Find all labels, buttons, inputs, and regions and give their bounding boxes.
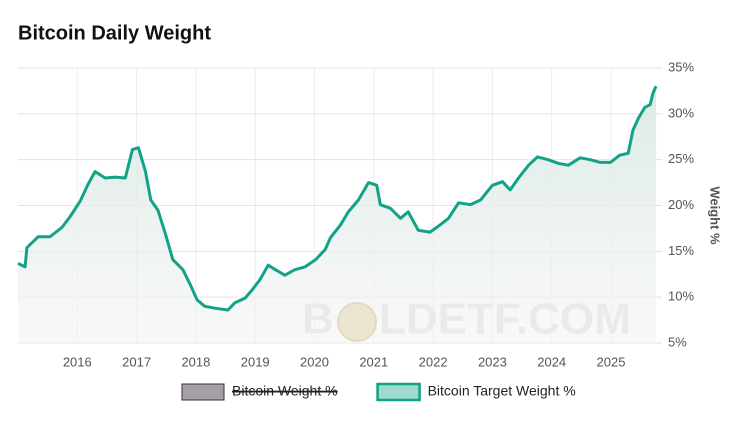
- y-tick-label: 5%: [668, 334, 687, 349]
- y-tick-label: 20%: [668, 197, 694, 212]
- x-tick-label: 2019: [241, 354, 270, 369]
- x-tick-label: 2018: [181, 354, 210, 369]
- legend-label: Bitcoin Target Weight %: [428, 383, 576, 399]
- legend-item[interactable]: Bitcoin Target Weight %: [376, 382, 576, 402]
- chart-title: Bitcoin Daily Weight: [18, 22, 211, 44]
- legend-swatch: [181, 383, 225, 401]
- x-tick-label: 2025: [597, 354, 626, 369]
- legend-label: Bitcoin Weight %: [232, 383, 338, 399]
- legend-swatch: [376, 382, 421, 402]
- x-tick-label: 2020: [300, 354, 329, 369]
- x-tick-label: 2017: [122, 354, 151, 369]
- line: [17, 85, 658, 312]
- x-tick-label: 2023: [478, 354, 507, 369]
- y-tick-label: 10%: [668, 289, 694, 304]
- x-tick-label: 2021: [359, 354, 388, 369]
- y-tick-label: 15%: [668, 243, 694, 258]
- y-tick-label: 25%: [668, 151, 694, 166]
- y-axis-label: Weight %: [708, 186, 723, 245]
- legend-item[interactable]: Bitcoin Weight %: [181, 383, 338, 401]
- x-tick-label: 2024: [537, 354, 566, 369]
- y-tick-label: 35%: [668, 59, 694, 74]
- x-tick-label: 2022: [419, 354, 448, 369]
- y-tick-label: 30%: [668, 105, 694, 120]
- x-tick-label: 2016: [63, 354, 92, 369]
- area: [18, 86, 657, 344]
